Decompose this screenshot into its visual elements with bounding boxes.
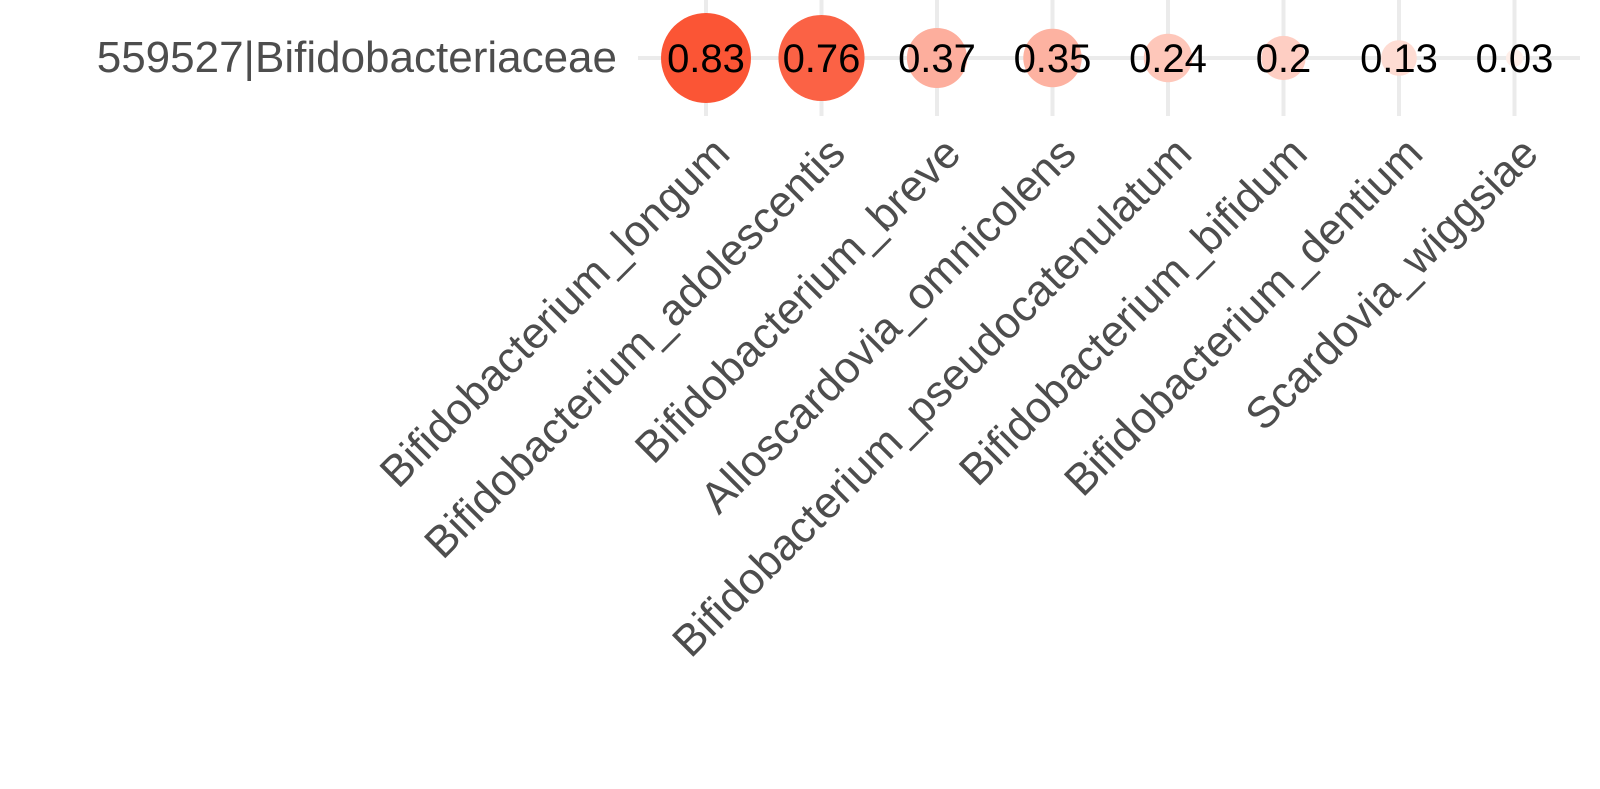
x-axis-tick-label: Bifidobacterium_adolescentis: [415, 128, 854, 567]
data-label: 0.24: [1129, 37, 1207, 81]
data-label: 0.13: [1360, 37, 1438, 81]
data-label: 0.35: [1014, 37, 1092, 81]
data-label: 0.76: [783, 37, 861, 81]
bubble-point: [1023, 28, 1082, 88]
value-labels: 0.83 0.76 0.37 0.35 0.24 0.2 0.13 0.03: [667, 37, 1553, 81]
bubble-point: [661, 13, 751, 103]
bubble-point: [1381, 40, 1417, 76]
data-label: 0.37: [898, 37, 976, 81]
bubble-point: [1261, 35, 1306, 81]
y-axis-tick-label: 559527|Bifidobacteriaceae: [97, 33, 617, 82]
data-label: 0.2: [1256, 37, 1312, 81]
x-axis-tick-labels: Bifidobacterium_longumBifidobacterium_ad…: [371, 128, 1548, 666]
data-label: 0.83: [667, 37, 745, 81]
data-label: 0.03: [1476, 37, 1554, 81]
bubble-point: [778, 14, 865, 102]
bubble-point: [1143, 33, 1193, 83]
bubble-point: [1505, 49, 1524, 67]
bubbles: [661, 13, 1524, 103]
bubble-point: [906, 27, 968, 89]
